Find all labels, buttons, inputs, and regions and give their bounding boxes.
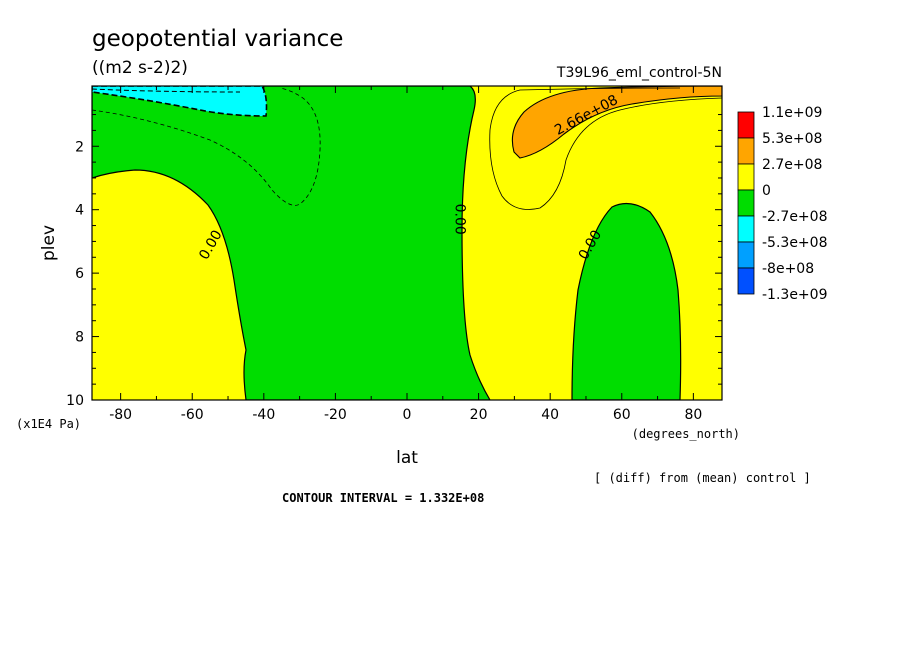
colorbar-swatch <box>737 267 755 295</box>
contour-field <box>92 86 722 400</box>
y-axis: 2 4 6 8 10 <box>66 114 722 409</box>
y-tick-label: 8 <box>75 330 84 346</box>
field-negative-strong <box>92 86 268 117</box>
chart-units: ((m2 s-2)2) <box>92 58 188 78</box>
y-axis-units: (x1E4 Pa) <box>16 417 81 431</box>
colorbar: 1.1e+09 5.3e+08 2.7e+08 0 -2.7e+08 -5.3e+08 -8… <box>737 105 827 303</box>
contour-interval: CONTOUR INTERVAL = 1.332E+08 <box>282 491 484 505</box>
contour-label: 0.00 <box>452 204 468 235</box>
colorbar-label: -8e+08 <box>762 261 814 277</box>
colorbar-label: 1.1e+09 <box>762 105 822 121</box>
colorbar-label: -1.3e+09 <box>762 287 827 303</box>
x-tick-label: 40 <box>541 407 559 423</box>
colorbar-label: 0 <box>762 183 771 199</box>
contour-line-top-dashes <box>92 88 241 93</box>
y-axis-label: plev <box>39 225 59 261</box>
colorbar-swatch <box>737 189 755 217</box>
x-tick-label: -40 <box>252 407 275 423</box>
colorbar-label: -5.3e+08 <box>762 235 827 251</box>
x-tick-label: -20 <box>324 407 347 423</box>
x-tick-label: 20 <box>470 407 488 423</box>
colorbar-label: 2.7e+08 <box>762 157 822 173</box>
x-tick-label: 0 <box>403 407 412 423</box>
colorbar-swatch <box>737 111 755 139</box>
x-tick-label: 80 <box>684 407 702 423</box>
contour-label-text: 0.00 <box>452 204 468 235</box>
x-axis-label: lat <box>396 448 418 468</box>
colorbar-swatch <box>737 241 755 269</box>
y-tick-label: 4 <box>75 203 84 219</box>
run-label: T39L96_eml_control-5N <box>556 65 722 81</box>
x-axis: -80 -60 -40 -20 0 20 40 60 80 <box>109 86 702 423</box>
diff-note: [ (diff) from (mean) control ] <box>594 471 811 485</box>
field-negative-main <box>92 86 491 400</box>
colorbar-swatch <box>737 163 755 191</box>
contour-line-positive-right <box>489 87 722 210</box>
x-tick-label: 60 <box>613 407 631 423</box>
colorbar-swatch <box>737 215 755 243</box>
y-tick-label: 2 <box>75 139 84 155</box>
y-tick-label: 6 <box>75 266 84 282</box>
y-tick-label: 10 <box>66 393 84 409</box>
field-negative-right <box>571 202 682 400</box>
x-tick-label: -60 <box>181 407 204 423</box>
colorbar-label: -2.7e+08 <box>762 209 827 225</box>
colorbar-swatch <box>737 137 755 165</box>
x-axis-units: (degrees_north) <box>632 427 740 441</box>
colorbar-label: 5.3e+08 <box>762 131 822 147</box>
x-tick-label: -80 <box>109 407 132 423</box>
contour-line-dashed-left <box>92 87 321 206</box>
chart-title: geopotential variance <box>92 26 343 52</box>
